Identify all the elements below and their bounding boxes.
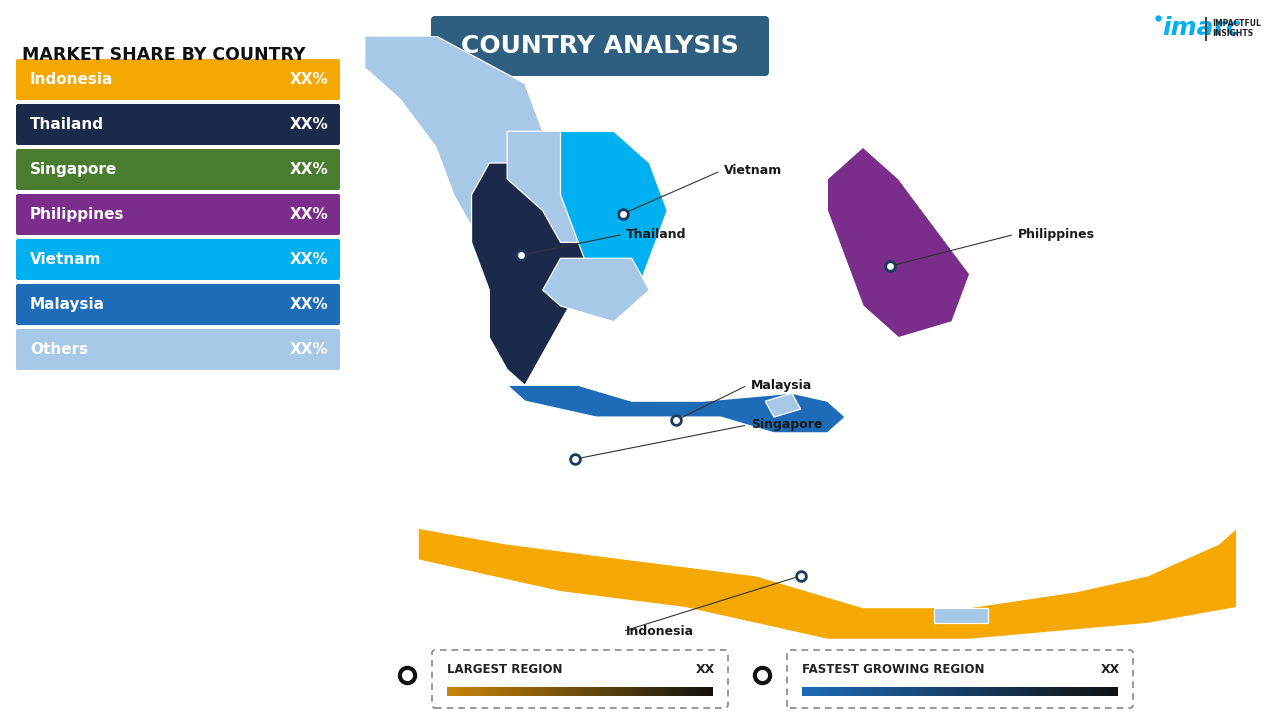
Text: XX: XX xyxy=(696,663,716,676)
Text: MARKET SHARE BY COUNTRY: MARKET SHARE BY COUNTRY xyxy=(22,46,306,64)
Text: IMPACTFUL: IMPACTFUL xyxy=(1212,19,1261,27)
Text: XX: XX xyxy=(1101,663,1120,676)
Text: Vietnam: Vietnam xyxy=(29,252,101,267)
FancyBboxPatch shape xyxy=(15,329,340,370)
Polygon shape xyxy=(543,258,649,322)
FancyBboxPatch shape xyxy=(15,239,340,280)
Text: XX%: XX% xyxy=(289,207,328,222)
Text: XX%: XX% xyxy=(289,252,328,267)
FancyBboxPatch shape xyxy=(787,650,1133,708)
FancyBboxPatch shape xyxy=(15,149,340,190)
Polygon shape xyxy=(507,131,614,243)
Text: Malaysia: Malaysia xyxy=(751,379,812,392)
Text: Singapore: Singapore xyxy=(751,418,822,431)
Text: XX%: XX% xyxy=(289,72,328,87)
Text: FASTEST GROWING REGION: FASTEST GROWING REGION xyxy=(803,663,984,676)
Polygon shape xyxy=(419,528,1236,639)
Text: Others: Others xyxy=(29,342,88,357)
Text: Philippines: Philippines xyxy=(29,207,124,222)
Text: XX%: XX% xyxy=(289,297,328,312)
Polygon shape xyxy=(507,385,845,433)
Polygon shape xyxy=(471,163,596,385)
FancyBboxPatch shape xyxy=(15,104,340,145)
Text: Malaysia: Malaysia xyxy=(29,297,105,312)
FancyBboxPatch shape xyxy=(15,59,340,100)
Polygon shape xyxy=(561,131,667,322)
Text: Vietnam: Vietnam xyxy=(724,164,782,177)
Text: Indonesia: Indonesia xyxy=(626,625,695,638)
FancyBboxPatch shape xyxy=(15,194,340,235)
Polygon shape xyxy=(402,675,412,685)
Text: COUNTRY ANALYSIS: COUNTRY ANALYSIS xyxy=(461,34,739,58)
Text: Thailand: Thailand xyxy=(29,117,104,132)
Polygon shape xyxy=(934,608,988,624)
Text: XX%: XX% xyxy=(289,162,328,177)
Polygon shape xyxy=(827,147,970,338)
Polygon shape xyxy=(765,393,801,417)
Polygon shape xyxy=(365,36,543,258)
FancyBboxPatch shape xyxy=(433,650,728,708)
Text: Singapore: Singapore xyxy=(29,162,118,177)
Text: LARGEST REGION: LARGEST REGION xyxy=(447,663,562,676)
Text: XX%: XX% xyxy=(289,117,328,132)
Text: Thailand: Thailand xyxy=(626,228,687,241)
FancyBboxPatch shape xyxy=(15,284,340,325)
Text: INSIGHTS: INSIGHTS xyxy=(1212,29,1253,37)
Text: Philippines: Philippines xyxy=(1018,228,1094,241)
Text: XX%: XX% xyxy=(289,342,328,357)
FancyBboxPatch shape xyxy=(431,16,769,76)
Polygon shape xyxy=(756,675,767,685)
Text: Indonesia: Indonesia xyxy=(29,72,114,87)
Text: imarc: imarc xyxy=(1162,16,1240,40)
